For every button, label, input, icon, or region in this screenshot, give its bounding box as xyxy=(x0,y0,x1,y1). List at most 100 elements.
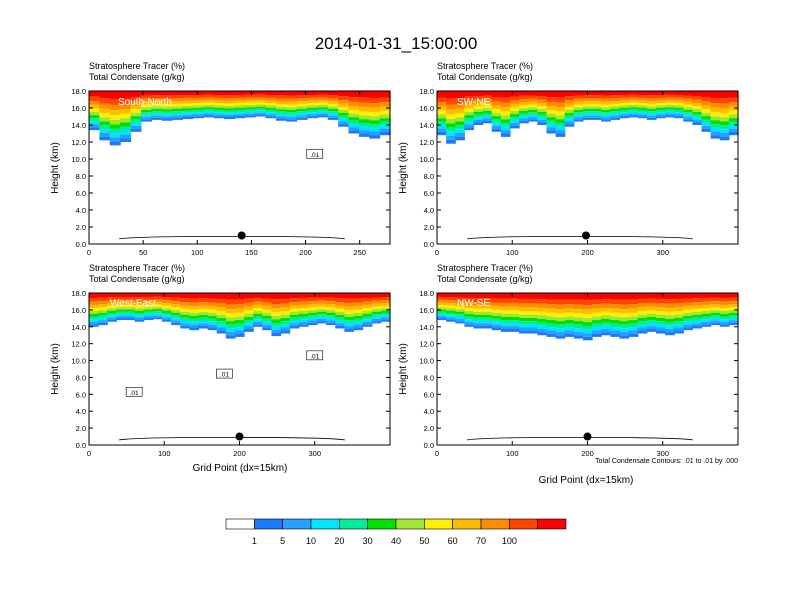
tracer-cell xyxy=(601,91,611,96)
tracer-cell xyxy=(537,332,548,336)
tracer-cell xyxy=(701,96,712,102)
tracer-cell xyxy=(519,113,529,117)
tracer-cell xyxy=(203,107,215,110)
tracer-cell xyxy=(555,126,566,131)
tracer-cell xyxy=(555,299,566,305)
tracer-cell xyxy=(509,122,520,126)
tracer-cell xyxy=(610,113,621,116)
tracer-cell xyxy=(213,100,225,104)
tracer-cell xyxy=(161,315,172,318)
tracer-cell xyxy=(223,110,235,113)
colorbar-label: 70 xyxy=(476,536,486,546)
tracer-cell xyxy=(582,329,593,334)
tracer-cell xyxy=(692,325,703,329)
tracer-cell xyxy=(619,107,630,110)
tracer-cell xyxy=(89,96,100,101)
tracer-cell xyxy=(573,313,584,318)
tracer-cell xyxy=(464,101,475,105)
tracer-cell xyxy=(182,103,194,106)
tracer-cell xyxy=(344,293,355,299)
tracer-cell xyxy=(89,91,100,97)
tracer-cell xyxy=(306,97,318,101)
x-tick-label: 100 xyxy=(158,449,171,458)
tracer-cell xyxy=(207,324,218,328)
y-tick-label: 16.0 xyxy=(71,306,86,315)
tracer-cell xyxy=(710,322,721,326)
tracer-cell xyxy=(546,299,557,305)
tracer-cell xyxy=(306,91,318,95)
tracer-cell xyxy=(592,308,602,313)
tracer-cell xyxy=(327,101,339,104)
tracer-cell xyxy=(692,106,703,110)
section-label: West-East xyxy=(110,298,156,309)
tracer-cell xyxy=(289,302,300,306)
tracer-cell xyxy=(491,112,502,117)
tracer-cell xyxy=(637,317,648,322)
tracer-cell xyxy=(482,325,493,329)
tracer-cell xyxy=(262,306,273,310)
tracer-cell xyxy=(207,309,218,313)
tracer-cell xyxy=(140,112,152,115)
tracer-cell xyxy=(719,98,730,104)
tracer-cell xyxy=(455,136,465,141)
tracer-cell xyxy=(573,309,584,314)
tracer-cell xyxy=(564,299,575,305)
tracer-cell xyxy=(244,111,256,114)
tracer-cell xyxy=(192,109,204,113)
tracer-cell xyxy=(674,298,684,304)
tracer-cell xyxy=(665,315,675,319)
tracer-cell xyxy=(637,307,648,312)
tracer-cell xyxy=(344,326,355,329)
tracer-cell xyxy=(683,98,693,102)
tracer-cell xyxy=(298,324,309,327)
tracer-cell xyxy=(298,310,309,314)
tracer-cell xyxy=(161,109,173,112)
tracer-cell xyxy=(473,103,484,107)
tracer-cell xyxy=(244,109,256,112)
tracer-cell xyxy=(491,306,502,310)
tracer-cell xyxy=(455,306,465,310)
tracer-cell xyxy=(628,94,639,98)
tracer-cell xyxy=(628,109,639,112)
tracer-cell xyxy=(255,91,267,95)
tracer-cell xyxy=(564,320,575,324)
tracer-cell xyxy=(198,305,209,309)
tracer-cell xyxy=(327,103,339,107)
tracer-cell xyxy=(380,308,391,311)
tracer-cell xyxy=(537,315,548,319)
x-tick-label: 300 xyxy=(656,449,669,458)
tracer-cell xyxy=(473,308,484,312)
tracer-cell xyxy=(509,117,520,120)
x-tick-label: 0 xyxy=(87,449,91,458)
tracer-cell xyxy=(592,316,602,321)
tracer-cell xyxy=(610,312,621,317)
tracer-cell xyxy=(473,99,484,104)
tracer-cell xyxy=(473,302,484,306)
tracer-cell xyxy=(306,100,318,104)
tracer-cell xyxy=(161,300,172,304)
tracer-cell xyxy=(280,293,291,299)
tracer-cell xyxy=(255,100,267,103)
tracer-cell xyxy=(683,312,693,316)
tracer-cell xyxy=(143,313,154,317)
tracer-cell xyxy=(171,301,181,305)
tracer-cell xyxy=(628,304,639,309)
tracer-cell xyxy=(271,329,282,333)
x-tick-label: 200 xyxy=(581,248,594,257)
tracer-cell xyxy=(134,317,145,320)
tracer-cell xyxy=(564,330,575,334)
tracer-cell xyxy=(509,119,520,123)
tracer-cell xyxy=(573,317,584,322)
tracer-cell xyxy=(317,113,329,116)
tracer-cell xyxy=(234,316,245,321)
tracer-cell xyxy=(464,313,475,317)
tracer-cell xyxy=(546,106,557,110)
tracer-cell xyxy=(601,303,611,308)
tracer-cell xyxy=(298,319,309,322)
tracer-cell xyxy=(692,117,703,120)
tracer-cell xyxy=(683,114,693,118)
tracer-cell xyxy=(710,97,721,104)
tracer-cell xyxy=(317,109,329,112)
tracer-cell xyxy=(125,309,136,312)
tracer-cell xyxy=(464,297,475,302)
